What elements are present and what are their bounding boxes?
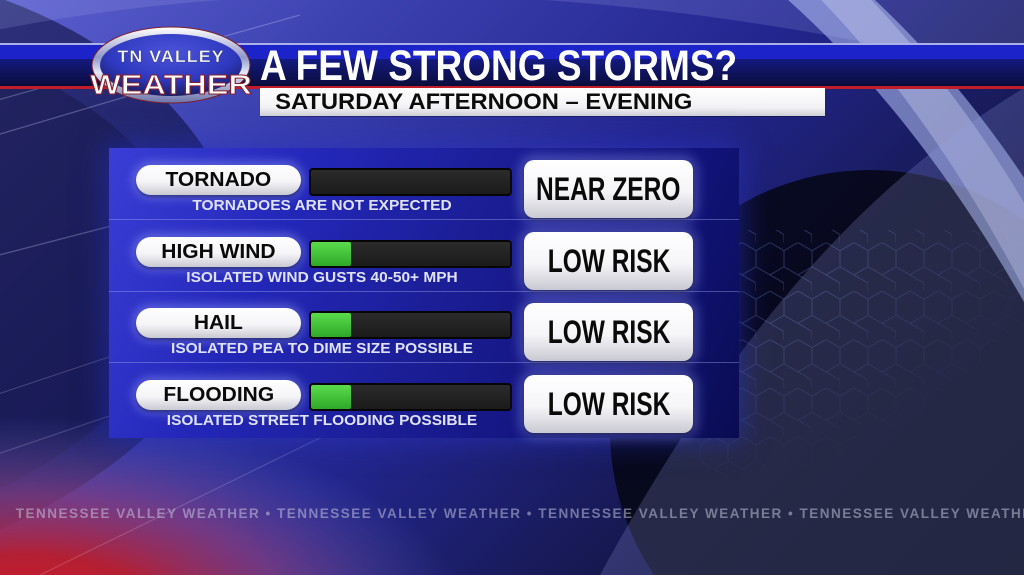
- svg-text:TN VALLEY: TN VALLEY: [117, 46, 224, 66]
- svg-text:WEATHER: WEATHER: [90, 70, 252, 100]
